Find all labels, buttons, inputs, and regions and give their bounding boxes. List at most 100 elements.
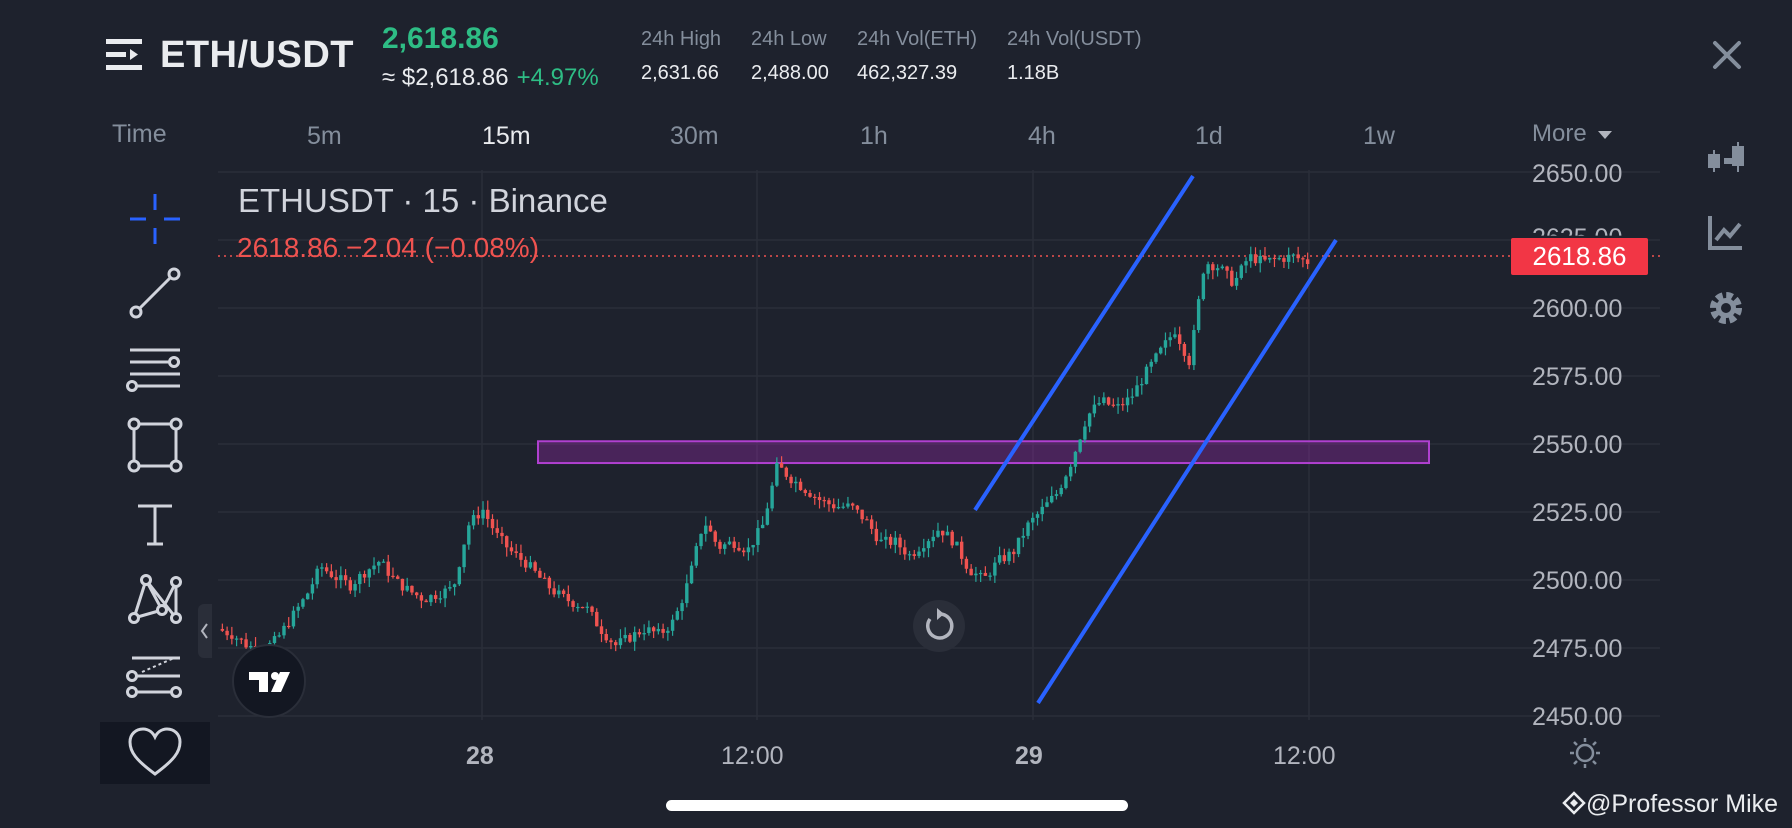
channel-upper-line[interactable] — [973, 174, 1195, 512]
candle-bearish — [983, 572, 988, 576]
candle-bullish — [462, 544, 466, 568]
candle-bullish — [353, 584, 357, 591]
candle-bearish — [865, 519, 869, 521]
candle-bullish — [1234, 277, 1239, 286]
candle-bearish — [874, 528, 879, 542]
candle-bullish — [1059, 487, 1063, 495]
candle-bearish — [604, 634, 608, 641]
candle-bearish — [827, 500, 831, 505]
chart-theme-icon[interactable] — [1568, 736, 1602, 770]
time-axis-label: 12:00 — [721, 742, 784, 770]
candle-bearish — [1272, 257, 1277, 260]
candle-bearish — [903, 547, 907, 555]
candle-bullish — [1016, 537, 1021, 555]
tab-5m[interactable]: 5m — [307, 122, 342, 150]
candle-bullish — [452, 584, 457, 588]
candle-bullish — [358, 573, 362, 585]
home-indicator[interactable] — [666, 800, 1128, 811]
pattern-icon[interactable] — [124, 568, 186, 630]
stat-label-24h-vol-eth: 24h Vol(ETH) — [857, 28, 978, 50]
candle-bullish — [1135, 385, 1139, 397]
rectangle-icon[interactable] — [124, 414, 186, 476]
favorites-heart-icon[interactable] — [124, 722, 186, 784]
candle-bearish — [476, 515, 480, 519]
candle-bearish — [599, 626, 604, 635]
candle-bearish — [1225, 266, 1229, 271]
candle-bullish — [320, 567, 324, 569]
candle-bullish — [723, 544, 727, 549]
candle-bullish — [576, 606, 580, 609]
menu-icon[interactable] — [106, 38, 144, 72]
candle-bearish — [329, 571, 334, 578]
stat-value-24h-vol-usdt: 1.18B — [1007, 62, 1060, 84]
candle-bearish — [950, 531, 954, 546]
candle-bullish — [978, 572, 983, 575]
candle-bearish — [595, 611, 599, 627]
stat-value-24h-low: 2,488.00 — [751, 62, 829, 84]
candle-bullish — [367, 569, 371, 578]
support-zone-rectangle[interactable] — [537, 440, 1430, 465]
candle-bullish — [879, 539, 883, 542]
candle-bearish — [869, 519, 874, 529]
collapse-toolbar-tab[interactable] — [198, 604, 212, 658]
candle-bearish — [362, 573, 367, 578]
tab-1w[interactable]: 1w — [1363, 122, 1395, 150]
candle-type-icon[interactable] — [1706, 140, 1746, 180]
candle-bullish — [846, 503, 850, 507]
candle-bullish — [1258, 255, 1262, 264]
tab-15m[interactable]: 15m — [482, 122, 531, 150]
text-icon[interactable] — [124, 492, 186, 554]
candle-bearish — [1106, 397, 1111, 405]
tab-1h[interactable]: 1h — [860, 122, 888, 150]
candle-bearish — [784, 467, 789, 477]
candle-bullish — [642, 633, 646, 635]
candle-bearish — [1187, 355, 1191, 366]
tab-4h[interactable]: 4h — [1028, 122, 1056, 150]
prediction-icon[interactable] — [124, 644, 186, 706]
candle-bullish — [1021, 535, 1025, 538]
settings-gear-icon[interactable] — [1706, 288, 1746, 328]
candle-bullish — [917, 551, 921, 556]
candle-bullish — [670, 619, 675, 631]
candle-bearish — [519, 553, 523, 560]
reset-chart-button[interactable] — [913, 600, 965, 652]
candle-bullish — [1040, 506, 1044, 515]
candle-bullish — [689, 565, 694, 584]
tab-30m[interactable]: 30m — [670, 122, 719, 150]
candle-bearish — [343, 575, 348, 581]
candle-bullish — [377, 561, 381, 566]
candle-bearish — [1296, 254, 1300, 259]
candle-bullish — [1196, 299, 1201, 331]
more-dropdown[interactable]: More — [1532, 120, 1613, 148]
candle-bullish — [751, 544, 755, 548]
candle-bearish — [1177, 334, 1182, 344]
candle-bullish — [272, 636, 277, 643]
crosshair-icon[interactable] — [124, 188, 186, 250]
time-label[interactable]: Time — [112, 120, 167, 148]
candle-bearish — [230, 635, 234, 639]
candle-bullish — [974, 573, 978, 576]
trendline-icon[interactable] — [124, 262, 186, 324]
stat-value-24h-high: 2,631.66 — [641, 62, 719, 84]
channel-lower-line[interactable] — [1036, 238, 1338, 705]
trading-pair-title[interactable]: ETH/USDT — [160, 34, 354, 76]
candle-bullish — [471, 515, 476, 526]
candle-bullish — [945, 531, 950, 536]
candle-bearish — [959, 541, 964, 559]
candle-bullish — [704, 525, 708, 534]
candle-bearish — [822, 500, 826, 502]
candle-bullish — [339, 575, 343, 581]
indicators-icon[interactable] — [1706, 212, 1746, 252]
candle-bearish — [718, 541, 722, 549]
candle-bullish — [926, 541, 931, 549]
candle-bearish — [651, 627, 656, 632]
candle-bullish — [993, 562, 997, 576]
close-icon[interactable] — [1710, 38, 1744, 72]
tab-1d[interactable]: 1d — [1195, 122, 1223, 150]
candle-bullish — [457, 567, 462, 585]
candle-bullish — [296, 606, 300, 611]
usd-price-line: ≈ $2,618.86 +4.97% — [382, 64, 599, 92]
candle-bearish — [495, 528, 499, 533]
fib-retracement-icon[interactable] — [124, 338, 186, 400]
